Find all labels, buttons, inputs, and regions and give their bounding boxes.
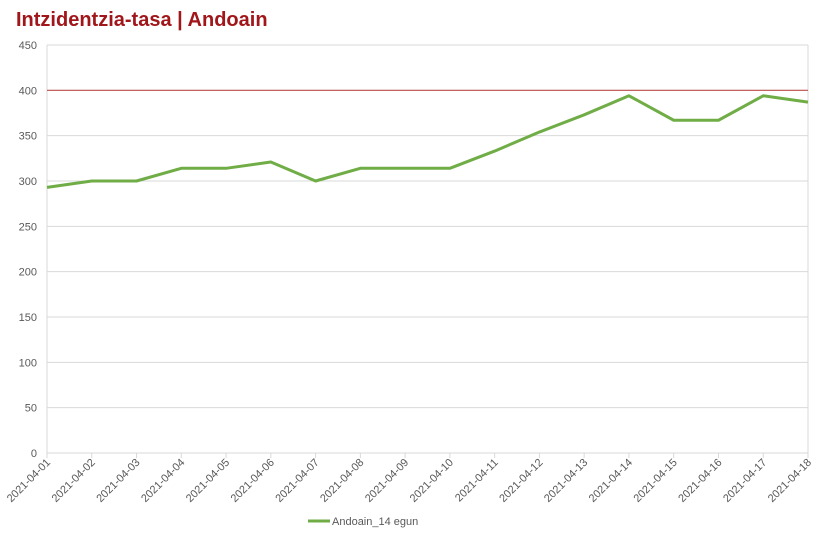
x-tick-label: 2021-04-01 — [5, 457, 53, 505]
legend-label: Andoain_14 egun — [332, 516, 418, 528]
y-tick-label: 100 — [19, 357, 37, 369]
x-tick-label: 2021-04-03 — [94, 457, 142, 505]
x-tick-label: 2021-04-12 — [497, 457, 545, 505]
x-tick-label: 2021-04-10 — [408, 457, 456, 505]
y-tick-label: 400 — [19, 85, 37, 97]
x-tick-label: 2021-04-17 — [721, 457, 769, 505]
y-tick-label: 200 — [19, 267, 37, 279]
y-tick-label: 250 — [19, 221, 37, 233]
chart-title: Intzidentzia-tasa | Andoain — [16, 9, 268, 31]
x-tick-label: 2021-04-11 — [453, 457, 501, 505]
x-tick-label: 2021-04-13 — [542, 457, 590, 505]
y-tick-label: 150 — [19, 312, 37, 324]
x-tick-label: 2021-04-09 — [363, 457, 411, 505]
x-tick-label: 2021-04-16 — [676, 457, 724, 505]
x-tick-label: 2021-04-02 — [50, 457, 98, 505]
y-tick-label: 50 — [25, 403, 37, 415]
x-tick-label: 2021-04-15 — [632, 457, 680, 505]
series-line — [46, 94, 809, 189]
y-tick-label: 350 — [19, 131, 37, 143]
y-tick-label: 0 — [31, 448, 37, 460]
y-tick-label: 450 — [19, 40, 37, 52]
x-tick-label: 2021-04-14 — [587, 457, 635, 505]
x-tick-label: 2021-04-18 — [766, 457, 814, 505]
x-tick-label: 2021-04-05 — [184, 457, 232, 505]
x-tick-label: 2021-04-07 — [273, 457, 321, 505]
x-tick-label: 2021-04-06 — [229, 457, 277, 505]
x-tick-label: 2021-04-08 — [318, 457, 366, 505]
x-tick-label: 2021-04-04 — [139, 457, 187, 505]
y-tick-label: 300 — [19, 176, 37, 188]
